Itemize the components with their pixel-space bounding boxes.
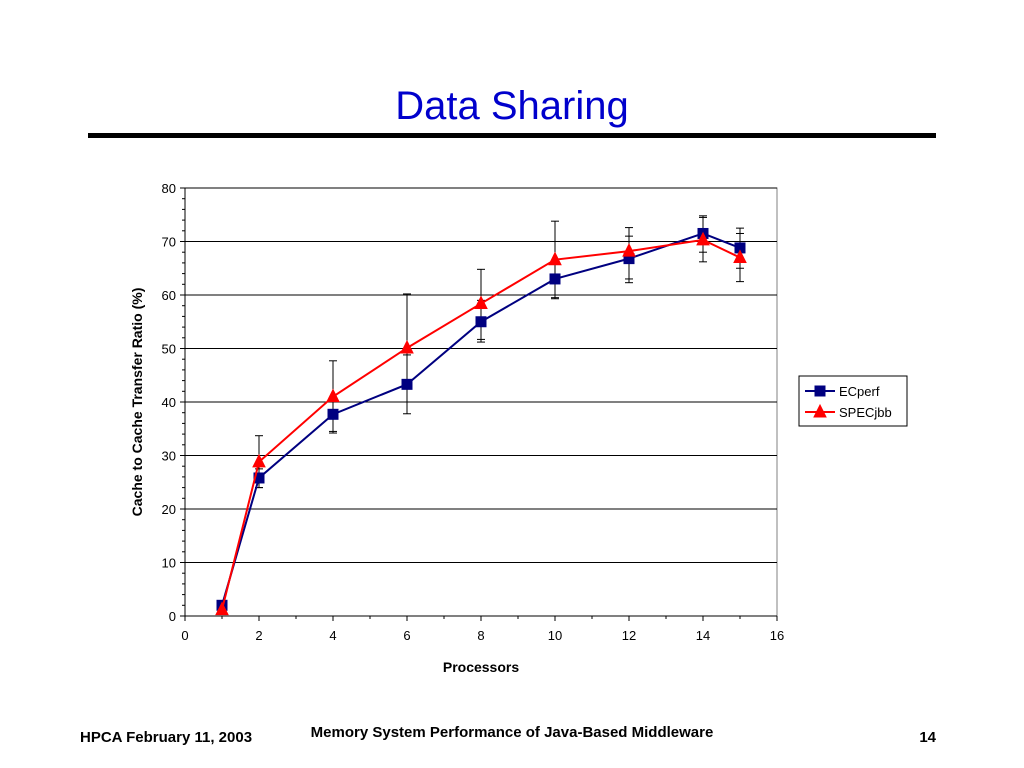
legend-label-specjbb: SPECjbb [839,405,892,420]
footer-date: HPCA February 11, 2003 [80,729,253,746]
x-tick-label: 4 [329,628,336,643]
specjbb-point [548,251,562,266]
error-bar-layer [255,215,744,489]
x-tick-label: 8 [477,628,484,643]
x-tick-label: 0 [181,628,188,643]
ecperf-point [549,273,561,285]
legend-box [798,375,908,427]
specjbb-point [733,249,747,264]
y-tick-label: 50 [162,342,176,357]
legend-marker-ecperf [814,385,826,397]
y-tick-label: 60 [162,288,176,303]
slide-title: Data Sharing [395,84,629,128]
y-tick-label: 20 [162,502,176,517]
x-tick-label: 14 [696,628,710,643]
axes-layer: 0 10 20 30 40 50 60 70 80 0 2 4 6 8 10 12 14 16 [162,181,785,643]
series-layer [215,227,747,616]
y-tick-label: 30 [162,449,176,464]
x-axis-label: Processors [443,659,519,675]
legend-label-ecperf: ECperf [839,384,880,399]
slide-number: 14 [919,729,936,746]
specjbb-point [474,295,488,310]
ecperf-point [401,378,413,390]
footer-presentation-title: Memory System Performance of Java-Based … [310,724,714,741]
y-tick-label: 70 [162,235,176,250]
specjbb-point [622,243,636,257]
x-tick-label: 16 [770,628,784,643]
grid-layer [184,187,778,617]
ecperf-point [327,408,339,420]
specjbb-point [252,453,266,468]
title-divider [88,133,936,138]
x-tick-label: 2 [255,628,262,643]
x-tick-label: 10 [548,628,562,643]
y-tick-label: 10 [162,556,176,571]
specjbb-point [215,601,229,616]
specjbb-point [326,388,340,403]
legend-marker-specjbb [813,403,827,418]
y-tick-label: 80 [162,181,176,196]
specjbb-point [400,339,414,354]
specjbb-point [696,231,710,246]
legend: ECperf SPECjbb [798,375,908,427]
y-tick-label: 0 [169,609,176,624]
x-tick-label: 12 [622,628,636,643]
ecperf-point [475,316,487,328]
y-tick-label: 40 [162,395,176,410]
x-tick-label: 6 [403,628,410,643]
y-axis-label: Cache to Cache Transfer Ratio (%) [129,288,145,517]
